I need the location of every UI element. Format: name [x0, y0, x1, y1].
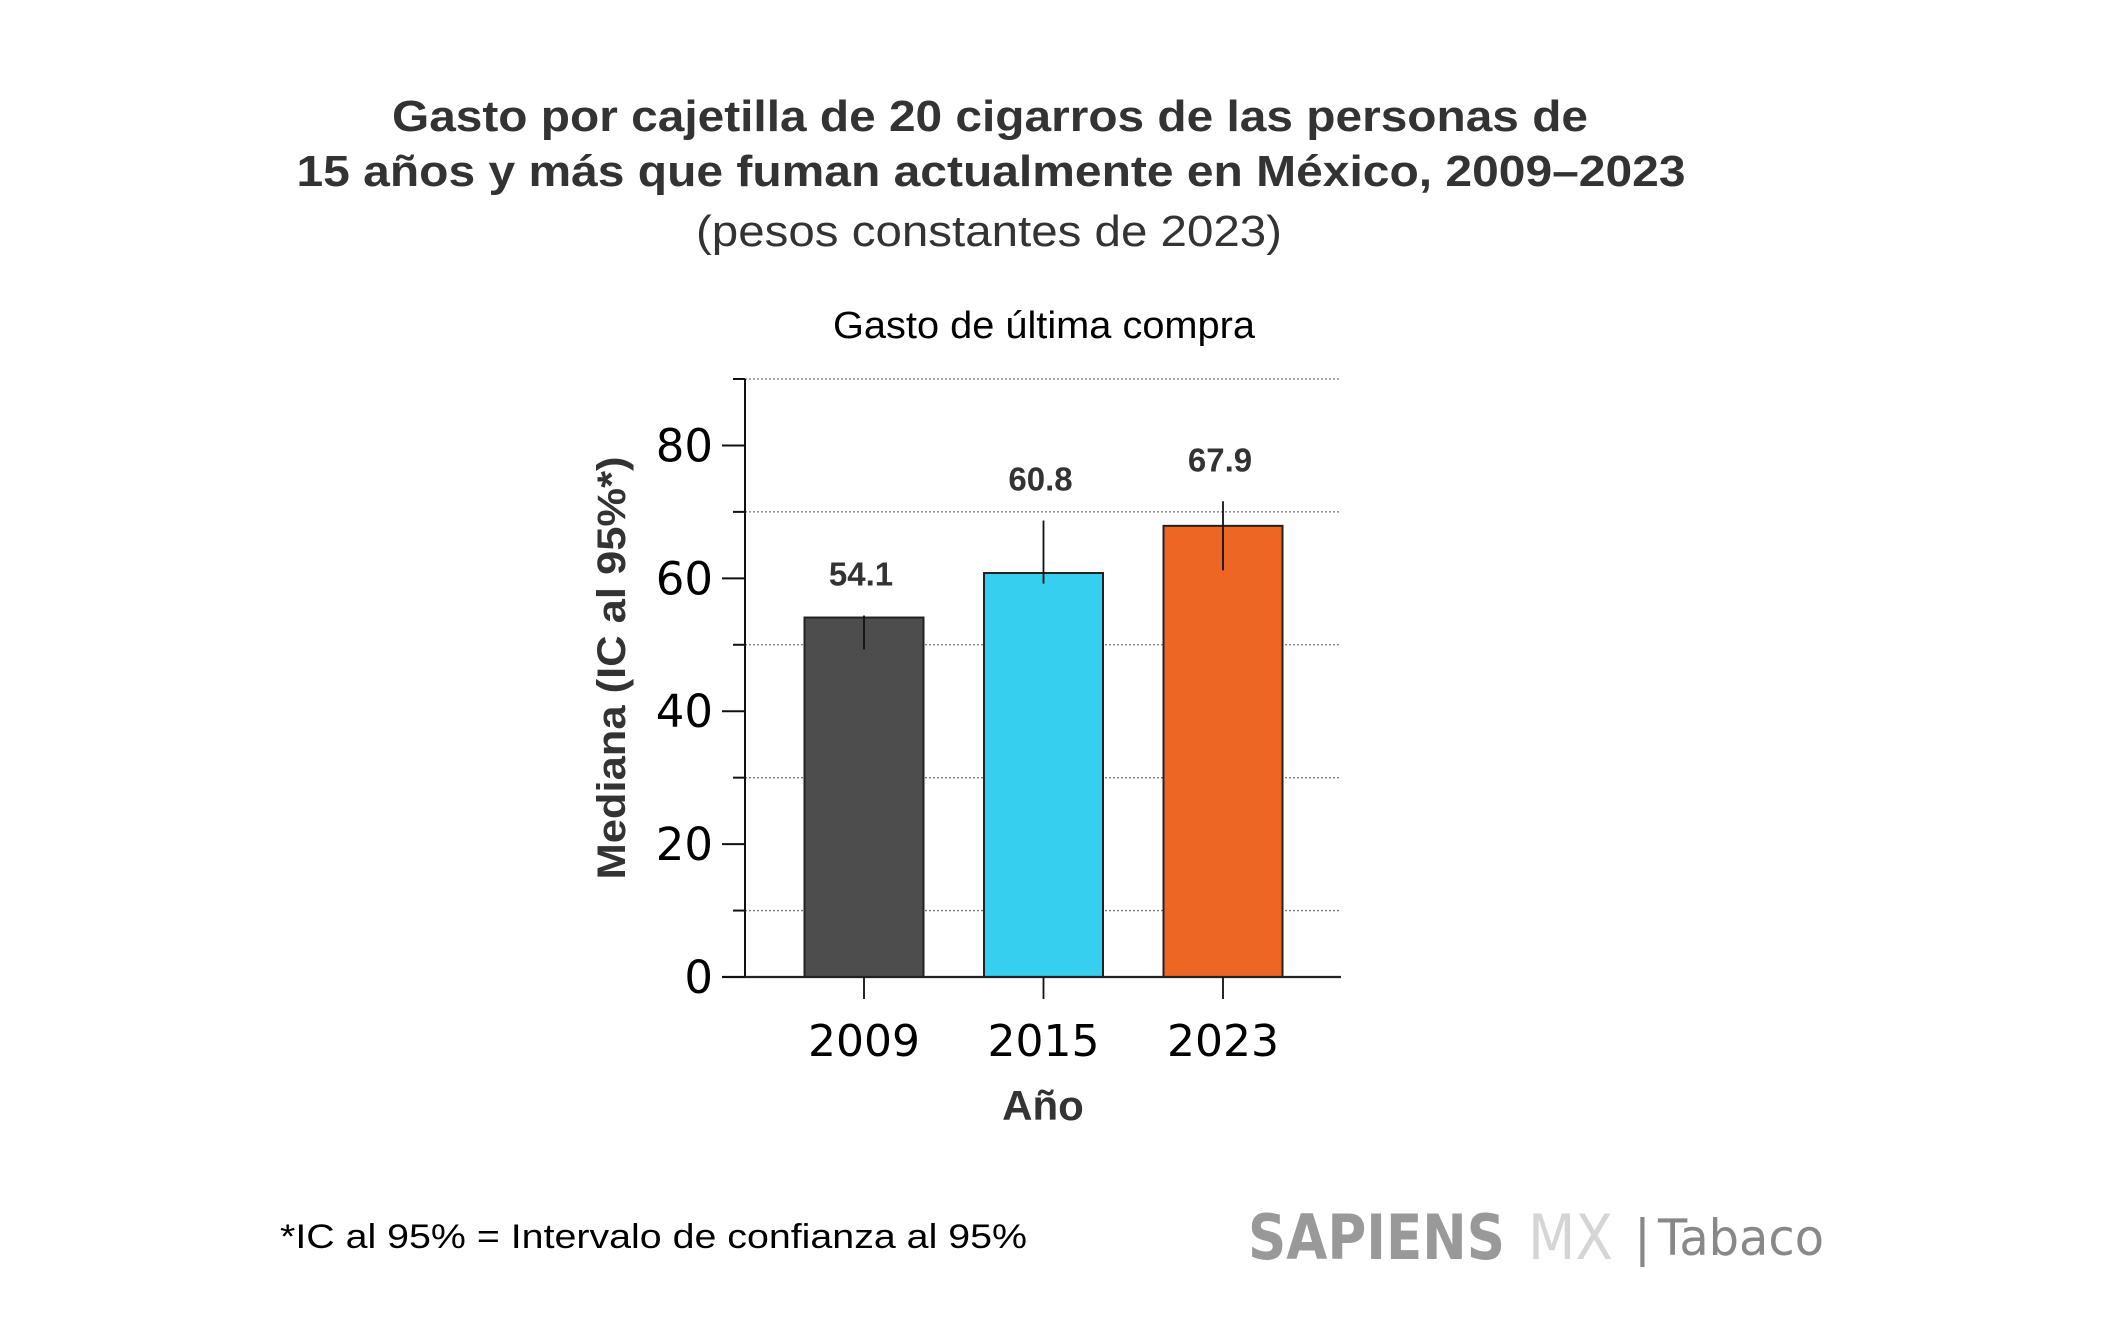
- y-tick-label-20: 20: [656, 818, 713, 871]
- brand-separator: |: [1634, 1209, 1651, 1267]
- value-label-2015: 60.8: [1008, 461, 1072, 498]
- axes: [722, 378, 1341, 999]
- plot-title: Gasto de última compra: [833, 305, 1256, 347]
- value-label-2023: 67.9: [1188, 441, 1252, 478]
- y-tick-label-40: 40: [656, 685, 713, 738]
- y-tick-label-80: 80: [656, 419, 713, 472]
- title-line-1: Gasto por cajetilla de 20 cigarros de la…: [392, 92, 1588, 141]
- brand-secondary: MX: [1528, 1201, 1613, 1274]
- bars: [803, 501, 1284, 979]
- bar-2015: [983, 572, 1104, 978]
- x-tick-label-2009: 2009: [808, 1016, 920, 1067]
- y-axis-title: Mediana (IC al 95%*): [590, 457, 634, 880]
- y-tick-label-0: 0: [684, 951, 713, 1004]
- brand-primary: SAPIENS: [1248, 1201, 1505, 1274]
- bar-2009: [803, 616, 925, 979]
- brand-logo: SAPIENS MX | Tabaco: [1248, 1201, 1824, 1274]
- labels: 54.1 60.8 67.9 0 20 40 60 80 2009 2015 2023: [656, 419, 1279, 1067]
- y-tick-label-60: 60: [656, 552, 713, 605]
- x-axis-title: Año: [1002, 1082, 1084, 1129]
- brand-section: Tabaco: [1657, 1209, 1824, 1267]
- title-line-2: 15 años y más que fuman actualmente en M…: [297, 147, 1686, 196]
- value-label-2009: 54.1: [829, 556, 893, 593]
- bar-2023: [1162, 524, 1284, 978]
- title-subtitle: (pesos constantes de 2023): [696, 207, 1282, 256]
- footnote: *IC al 95% = Intervalo de confianza al 9…: [280, 1218, 1027, 1256]
- x-tick-label-2015: 2015: [988, 1016, 1100, 1067]
- x-tick-label-2023: 2023: [1167, 1016, 1279, 1067]
